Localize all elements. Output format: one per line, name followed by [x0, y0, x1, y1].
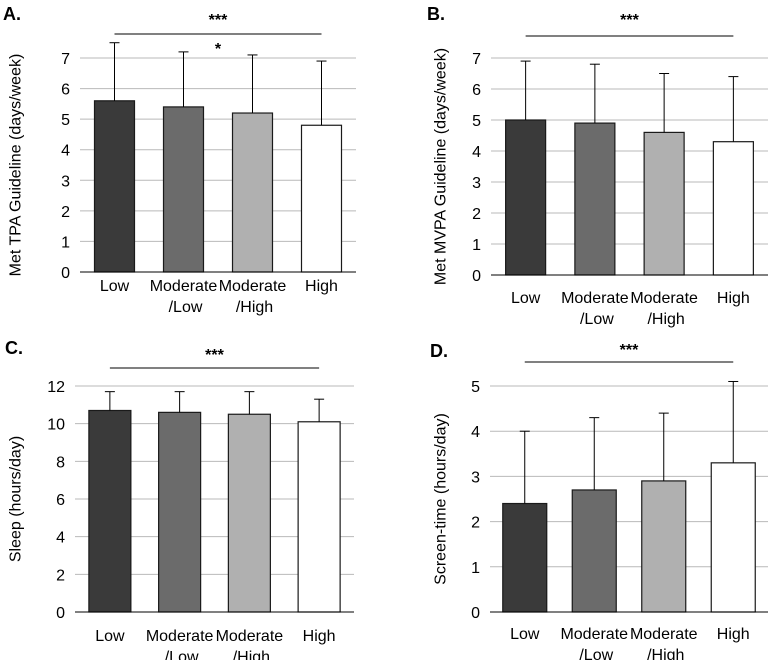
- panel-a-ytick-label: 1: [61, 234, 70, 251]
- panel-b-category-label: /High: [647, 311, 684, 328]
- panel-b-ytick-label: 2: [472, 206, 481, 223]
- panel-d-category-label: Moderate: [630, 626, 698, 643]
- panel-a-bar-moderate-low: [162, 106, 205, 273]
- panel-a-category-label: /Low: [169, 299, 203, 316]
- panel-a-category-label: Moderate: [219, 278, 287, 295]
- panel-b-significance-label: ***: [620, 12, 639, 29]
- panel-b-ytick-label: 3: [472, 175, 481, 192]
- panel-c-ytick-label: 8: [56, 454, 65, 471]
- panel-d-ytick-label: 4: [471, 424, 480, 441]
- panel-c-y-axis-title: Sleep (hours/day): [8, 436, 25, 562]
- panel-d-significance-label: ***: [620, 342, 639, 359]
- panel-c-significance-label: ***: [205, 347, 224, 364]
- panel-a-ytick-label: 7: [61, 51, 70, 68]
- panel-a-category-label: /High: [236, 299, 273, 316]
- panel-d-bar-low: [502, 502, 548, 613]
- panel-c-ytick-label: 12: [47, 379, 65, 396]
- panel-d-y-axis-title: Screen-time (hours/day): [433, 413, 450, 585]
- panel-a-letter: A.: [3, 4, 21, 24]
- panel-a: 0 1 2 3 4 5 6 7 Low Moderate/Low Moderate/High High…: [3, 4, 356, 316]
- panel-c-bar-high: [297, 421, 341, 613]
- panel-d-ytick-label: 3: [471, 469, 480, 486]
- panel-c-ytick-label: 2: [56, 567, 65, 584]
- panel-b-ytick-label: 1: [472, 237, 481, 254]
- panel-b-category-label: /Low: [580, 311, 614, 328]
- panel-c-ytick-label: 10: [47, 417, 65, 434]
- panel-a-significance-label: ***: [209, 12, 228, 29]
- panel-a-ytick-label: 5: [61, 112, 70, 129]
- panel-c-ytick-label: 4: [56, 530, 65, 547]
- panel-b-category-label: Moderate: [630, 290, 698, 307]
- panel-a-significance-label: *: [215, 41, 222, 58]
- panel-b-ytick-label: 6: [472, 82, 481, 99]
- panel-b-ytick-label: 5: [472, 113, 481, 130]
- panel-b-category-label: Low: [511, 290, 541, 307]
- panel-a-ytick-label: 6: [61, 82, 70, 99]
- panel-b-bar-high: [712, 141, 754, 276]
- panel-a-bar-low: [93, 100, 136, 273]
- panel-c-bar-moderate-low: [158, 411, 202, 613]
- panel-c: 0 2 4 6 8 10 12 Low Moderate/Low Moderate/High Hig…: [5, 338, 354, 660]
- panel-d-ytick-label: 1: [471, 560, 480, 577]
- panel-c-category-label: Low: [95, 628, 125, 645]
- panel-b-bar-moderate-high: [643, 131, 685, 276]
- panel-b-ytick-label: 0: [472, 268, 481, 285]
- panel-c-bar-low: [88, 409, 132, 613]
- panel-a-bar-moderate-high: [231, 112, 274, 273]
- panel-d-bar-moderate-low: [571, 489, 617, 613]
- panel-a-category-label: Moderate: [150, 278, 218, 295]
- panel-d-category-label: Moderate: [560, 626, 628, 643]
- panel-d-category-label: /High: [647, 647, 684, 660]
- panel-d-category-label: /Low: [579, 647, 613, 660]
- panel-b-letter: B.: [427, 4, 445, 24]
- panel-c-ytick-label: 0: [56, 605, 65, 622]
- panel-b-ytick-label: 4: [472, 144, 481, 161]
- panel-d-ytick-label: 2: [471, 515, 480, 532]
- panel-c-category-label: Moderate: [146, 628, 214, 645]
- panel-b-y-axis-title: Met MVPA Guideline (days/week): [433, 48, 450, 285]
- panel-b-category-label: Moderate: [561, 290, 629, 307]
- panel-a-bar-high: [300, 124, 343, 273]
- panel-c-bar-moderate-high: [227, 413, 271, 613]
- panel-b-bar-low: [505, 119, 547, 276]
- panel-c-category-label: High: [303, 628, 336, 645]
- panel-a-category-label: Low: [100, 278, 130, 295]
- panel-d-letter: D.: [430, 341, 448, 361]
- panel-d-category-label: Low: [510, 626, 540, 643]
- panel-d-category-label: High: [717, 626, 750, 643]
- panel-d: 0 1 2 3 4 5 Low Moderate/Low Moderate/High High Sc…: [430, 341, 768, 660]
- panel-b: 0 1 2 3 4 5 6 7 Low Moderate/Low Moderate/High High…: [427, 4, 768, 328]
- panel-a-ytick-label: 0: [61, 265, 70, 282]
- panel-a-ytick-label: 4: [61, 143, 70, 160]
- panel-d-ytick-label: 0: [471, 605, 480, 622]
- panel-b-category-label: High: [717, 290, 750, 307]
- panel-a-category-label: High: [305, 278, 338, 295]
- panel-d-ytick-label: 5: [471, 379, 480, 396]
- panel-c-category-label: Moderate: [216, 628, 284, 645]
- panel-c-ytick-label: 6: [56, 492, 65, 509]
- panel-c-letter: C.: [5, 338, 23, 358]
- panel-d-bar-high: [710, 462, 756, 613]
- panel-a-y-axis-title: Met TPA Guideline (days/week): [8, 54, 25, 277]
- panel-b-ytick-label: 7: [472, 51, 481, 68]
- panel-c-category-label: /High: [233, 649, 270, 660]
- panel-b-bar-moderate-low: [574, 122, 616, 276]
- panel-d-bar-moderate-high: [641, 480, 687, 613]
- panel-c-category-label: /Low: [165, 649, 199, 660]
- panel-a-ytick-label: 3: [61, 173, 70, 190]
- panel-a-ytick-label: 2: [61, 204, 70, 221]
